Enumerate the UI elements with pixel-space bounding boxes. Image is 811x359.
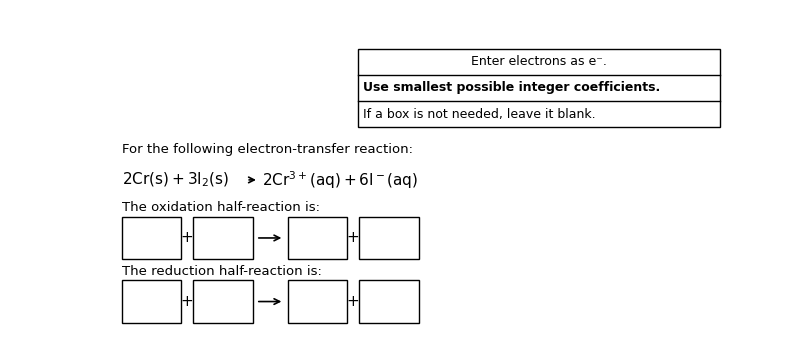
Text: If a box is not needed, leave it blank.: If a box is not needed, leave it blank. [363,108,595,121]
FancyBboxPatch shape [122,280,181,323]
FancyBboxPatch shape [358,280,418,323]
FancyBboxPatch shape [192,216,252,260]
Text: +: + [181,294,193,309]
Text: +: + [346,294,359,309]
Text: Use smallest possible integer coefficients.: Use smallest possible integer coefficien… [363,81,659,94]
FancyBboxPatch shape [287,216,347,260]
Text: For the following electron-transfer reaction:: For the following electron-transfer reac… [122,143,412,156]
FancyBboxPatch shape [287,280,347,323]
Text: $\mathdefault{2Cr^{3+}(aq) + 6I^-(aq)}$: $\mathdefault{2Cr^{3+}(aq) + 6I^-(aq)}$ [262,169,418,191]
Text: The oxidation half-reaction is:: The oxidation half-reaction is: [122,201,320,214]
Text: +: + [181,230,193,246]
Text: +: + [346,230,359,246]
FancyBboxPatch shape [358,48,719,127]
Text: Enter electrons as e⁻.: Enter electrons as e⁻. [470,55,607,68]
FancyBboxPatch shape [358,216,418,260]
Text: The reduction half-reaction is:: The reduction half-reaction is: [122,265,321,278]
Text: $\mathdefault{2Cr(s) + 3I_2(s)}$: $\mathdefault{2Cr(s) + 3I_2(s)}$ [122,171,229,189]
FancyBboxPatch shape [192,280,252,323]
FancyBboxPatch shape [122,216,181,260]
